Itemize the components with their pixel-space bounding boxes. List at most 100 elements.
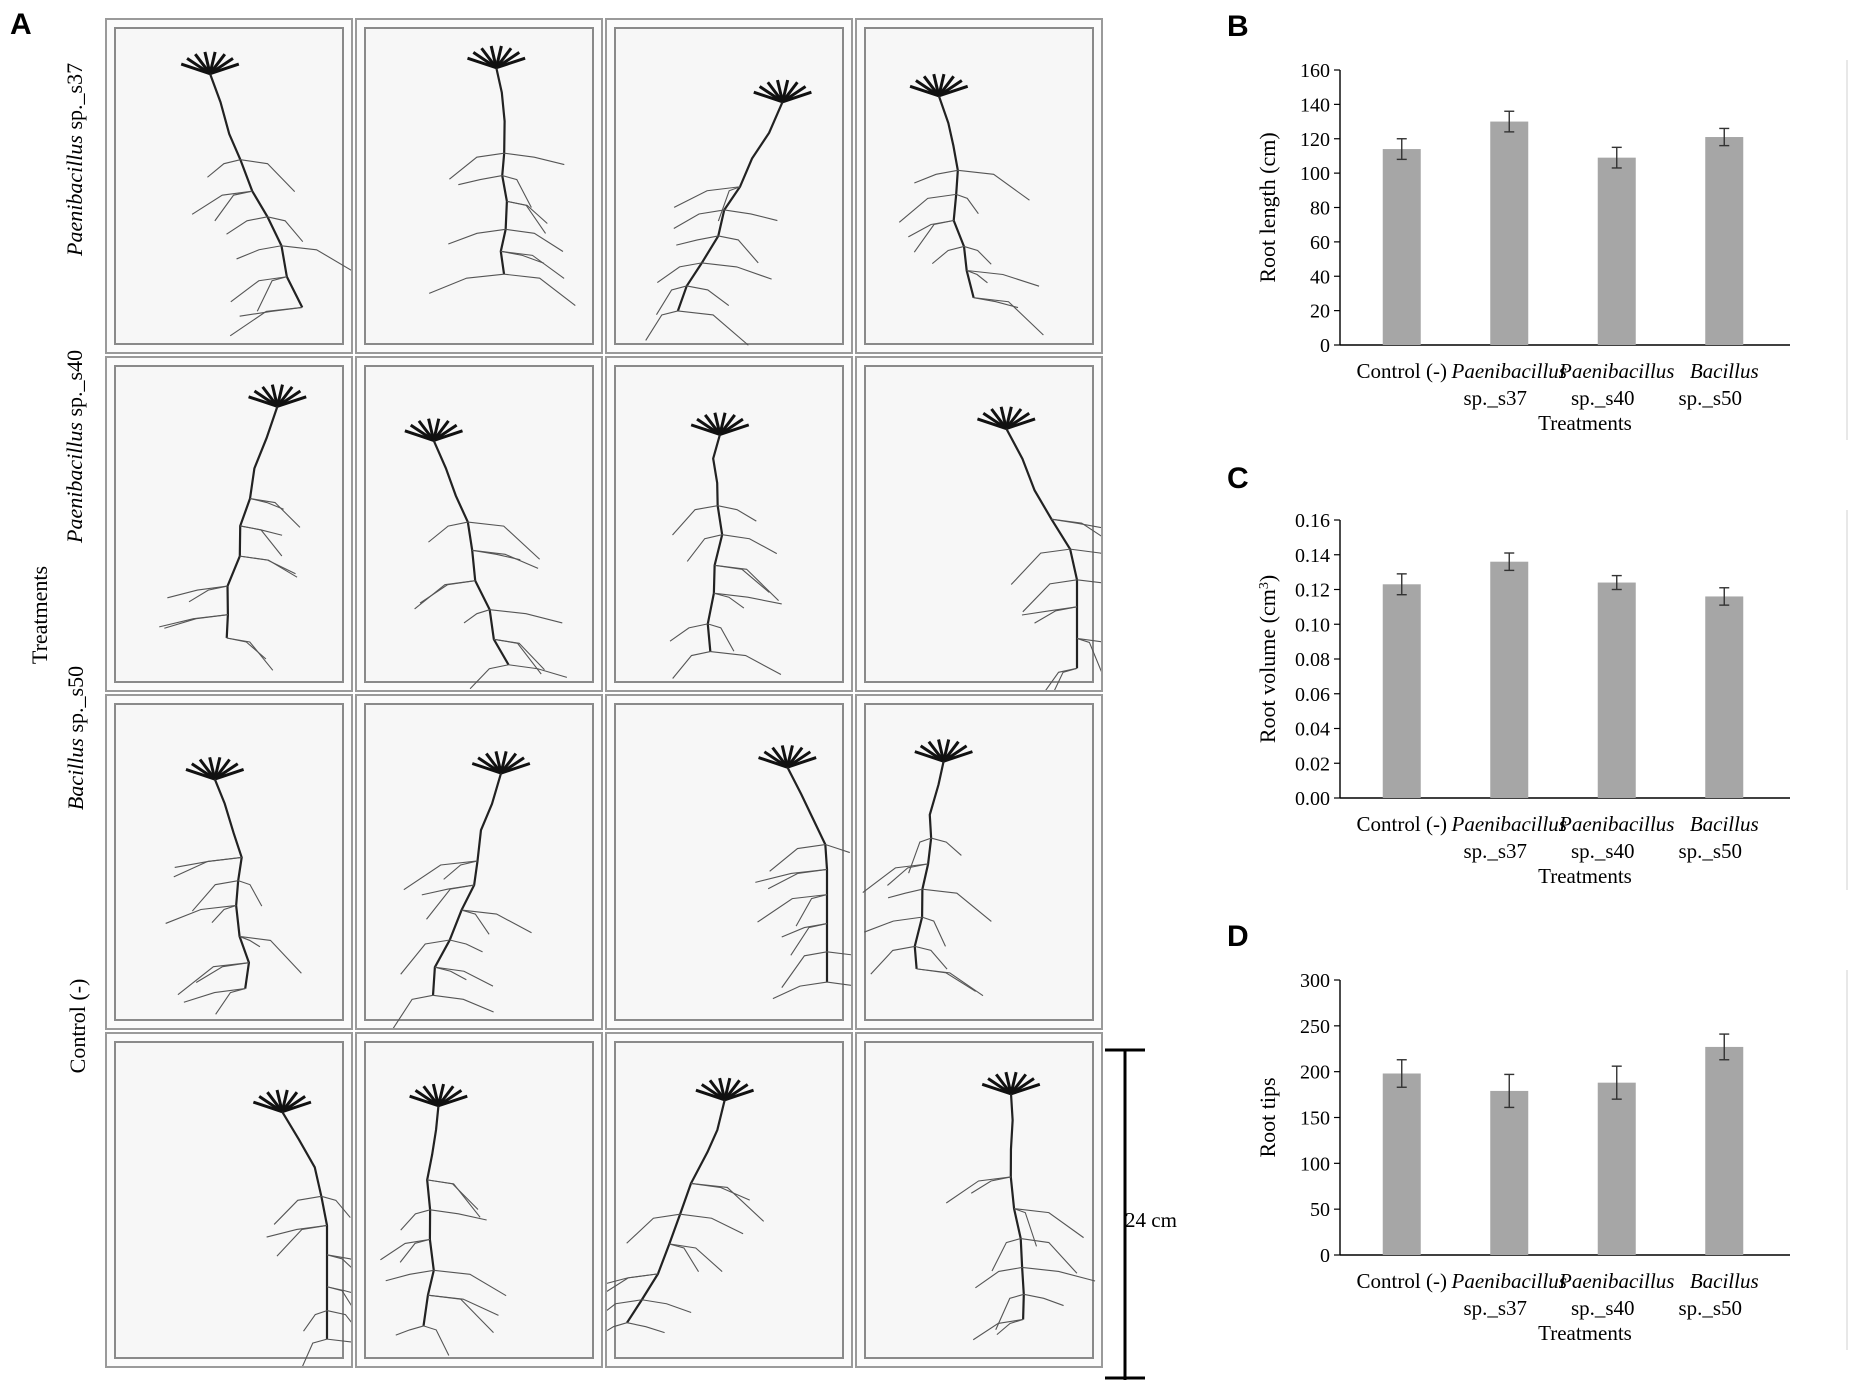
bar: [1705, 1046, 1744, 1255]
row-label-s40: Paenibacillus sp._s40: [62, 349, 87, 543]
x-axis-title: Treatments: [1538, 864, 1632, 888]
x-tick-label-line2: sp._s37: [1463, 839, 1527, 863]
x-tick-label-line2: sp._s50: [1678, 386, 1742, 410]
seedling-drawing: [945, 1071, 1096, 1341]
x-axis-title: Treatments: [1538, 1321, 1632, 1345]
root-photo: [855, 356, 1145, 702]
seedling-drawing: [428, 45, 576, 306]
y-axis-title: Root tips: [1255, 1077, 1280, 1157]
y-tick-label: 0: [1320, 1245, 1330, 1267]
root-photo: [355, 356, 603, 692]
bar: [1382, 149, 1421, 345]
root-length-chart: 0 20 40 60 80 100 120 140 160 Control (-) Paenibac…: [1255, 60, 1848, 440]
y-tick-label: 0.10: [1295, 614, 1330, 636]
seedling-drawing: [252, 1089, 396, 1376]
root-photo: [605, 356, 853, 692]
root-photo: [105, 18, 353, 354]
bar: [1597, 582, 1636, 798]
x-tick-label: Control (-): [1357, 359, 1447, 383]
x-tick-label-line2: sp._s40: [1571, 839, 1635, 863]
bar: [1382, 584, 1421, 798]
x-tick-label-line2: sp._s37: [1463, 386, 1527, 410]
seedling-drawing: [898, 73, 1044, 336]
x-tick-label: Paenibacillus: [1451, 812, 1567, 836]
x-tick-label: Paenibacillus: [1451, 359, 1567, 383]
y-tick-label: 80: [1310, 198, 1330, 220]
root-photo: [355, 1032, 603, 1368]
y-tick-label: 40: [1310, 266, 1330, 288]
bar: [1597, 1082, 1636, 1255]
root-photo: [855, 1032, 1103, 1368]
bar: [1597, 157, 1636, 345]
seedling-drawing: [390, 751, 532, 1032]
x-tick-label-line2: sp._s40: [1571, 386, 1635, 410]
y-tick-label: 120: [1300, 129, 1330, 151]
row-label-s50: Bacillus sp._s50: [63, 665, 88, 811]
y-tick-label: 200: [1300, 1062, 1330, 1084]
scale-bar-label: 24 cm: [1125, 1208, 1177, 1232]
seedling-drawing: [159, 384, 307, 671]
x-tick-label: Control (-): [1357, 812, 1447, 836]
seedling-drawing: [588, 1077, 765, 1336]
treatments-axis-label: Treatments: [27, 565, 52, 665]
y-axis-title: Root length (cm): [1255, 132, 1280, 282]
bar: [1382, 1073, 1421, 1255]
x-tick-label: Paenibacillus: [1558, 812, 1674, 836]
y-tick-label: 100: [1300, 1153, 1330, 1175]
y-tick-label: 60: [1310, 232, 1330, 254]
root-photo: [855, 18, 1103, 354]
root-photo: [105, 1032, 396, 1376]
root-photo: [105, 356, 353, 692]
root-photo: [605, 694, 893, 1030]
y-tick-label: 0.00: [1295, 788, 1330, 810]
bar: [1490, 121, 1529, 345]
root-photo: [605, 18, 853, 354]
x-axis-title: Treatments: [1538, 411, 1632, 435]
seedling-drawing: [862, 739, 992, 997]
bar: [1705, 137, 1744, 345]
panel-a-root-photos: A Treatments Paenibacillus sp._s37 Paeni…: [10, 8, 1177, 1380]
x-tick-label-line2: sp._s40: [1571, 1296, 1635, 1320]
y-tick-label: 300: [1300, 970, 1330, 992]
x-tick-label: Paenibacillus: [1558, 1269, 1674, 1293]
panel-letter-a: A: [10, 8, 32, 41]
y-tick-label: 0.02: [1295, 753, 1330, 775]
y-tick-label: 150: [1300, 1108, 1330, 1130]
panel-letter-b: B: [1227, 10, 1249, 43]
row-label-s37: Paenibacillus sp._s37: [62, 62, 87, 256]
y-tick-label: 0.16: [1295, 510, 1330, 532]
seedling-drawing: [669, 412, 782, 679]
x-tick-label: Control (-): [1357, 1269, 1447, 1293]
x-tick-label-line2: sp._s50: [1678, 839, 1742, 863]
root-volume-chart: 0.00 0.02 0.04 0.06 0.08 0.10 0.12 0.14 0.16 Cont…: [1255, 510, 1848, 890]
y-tick-label: 0.12: [1295, 580, 1330, 602]
seedling-drawing: [645, 79, 812, 346]
scale-bar: [1105, 1048, 1145, 1380]
x-tick-label: Bacillus: [1690, 359, 1759, 383]
y-tick-label: 20: [1310, 301, 1330, 323]
panel-letter-c: C: [1227, 462, 1249, 495]
root-photo: [105, 694, 353, 1030]
y-tick-label: 250: [1300, 1016, 1330, 1038]
x-tick-label-line2: sp._s37: [1463, 1296, 1527, 1320]
y-tick-label: 0: [1320, 335, 1330, 357]
y-tick-label: 0.04: [1295, 719, 1330, 741]
y-tick-label: 0.08: [1295, 649, 1330, 671]
y-tick-label: 50: [1310, 1199, 1330, 1221]
root-photo: [355, 18, 603, 354]
x-tick-label-line2: sp._s50: [1678, 1296, 1742, 1320]
root-photo: [355, 694, 603, 1032]
seedling-drawing: [755, 745, 893, 1003]
y-tick-label: 100: [1300, 163, 1330, 185]
bar: [1490, 1090, 1529, 1255]
root-photo: [855, 694, 1103, 1030]
panel-letter-d: D: [1227, 920, 1249, 953]
x-tick-label: Bacillus: [1690, 812, 1759, 836]
bar: [1705, 596, 1744, 798]
root-photo: [588, 1032, 853, 1368]
y-tick-label: 160: [1300, 60, 1330, 82]
y-tick-label: 140: [1300, 94, 1330, 116]
bar: [1490, 561, 1529, 798]
x-tick-label: Paenibacillus: [1451, 1269, 1567, 1293]
